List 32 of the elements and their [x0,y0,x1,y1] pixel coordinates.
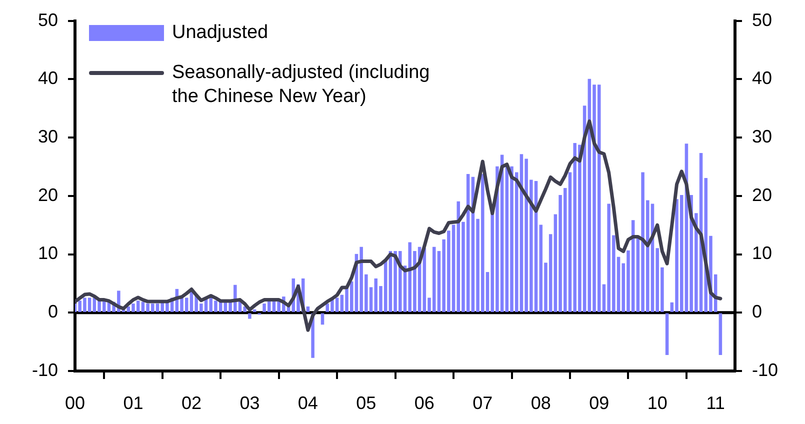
x-tick-label: 01 [123,392,144,413]
y2-tick-label: 50 [752,10,772,30]
legend-label: Seasonally-adjusted (including the Chinese New Year) [172,60,431,109]
y-tick-label: 10 [38,243,58,264]
y2-tick-label: 30 [752,126,772,146]
x-tick-label: 00 [64,392,86,413]
y2-tick-label: -10 [752,360,778,380]
y2-tick-label: 40 [752,68,772,88]
bar [248,313,252,319]
y-tick-label: -10 [32,360,58,380]
y-tick-label: 50 [38,10,58,30]
x-tick-label: 10 [647,392,668,413]
x-tick-label: 08 [530,392,551,413]
legend-label: Unadjusted [172,20,268,45]
x-tick-label: 04 [298,392,318,413]
x-tick-label: 07 [472,392,493,413]
y2-tick-label: 20 [752,184,772,205]
x-tick-label: 03 [240,392,260,413]
y2-tick-label: 10 [752,243,772,264]
x-tick-label: 05 [356,392,376,413]
x-tick-label: 02 [181,392,202,413]
bar [306,306,310,312]
bar [718,313,722,355]
x-tick-label: 09 [589,392,610,413]
x-tick-label: 06 [414,392,434,413]
x-tick-label: 11 [706,392,725,413]
y-tick-label: 30 [38,126,58,146]
y2-tick-label: 0 [752,302,762,322]
bar [665,313,669,355]
y-tick-label: 40 [38,68,58,88]
y-tick-label: 0 [48,302,58,322]
y-tick-label: 20 [38,184,58,205]
